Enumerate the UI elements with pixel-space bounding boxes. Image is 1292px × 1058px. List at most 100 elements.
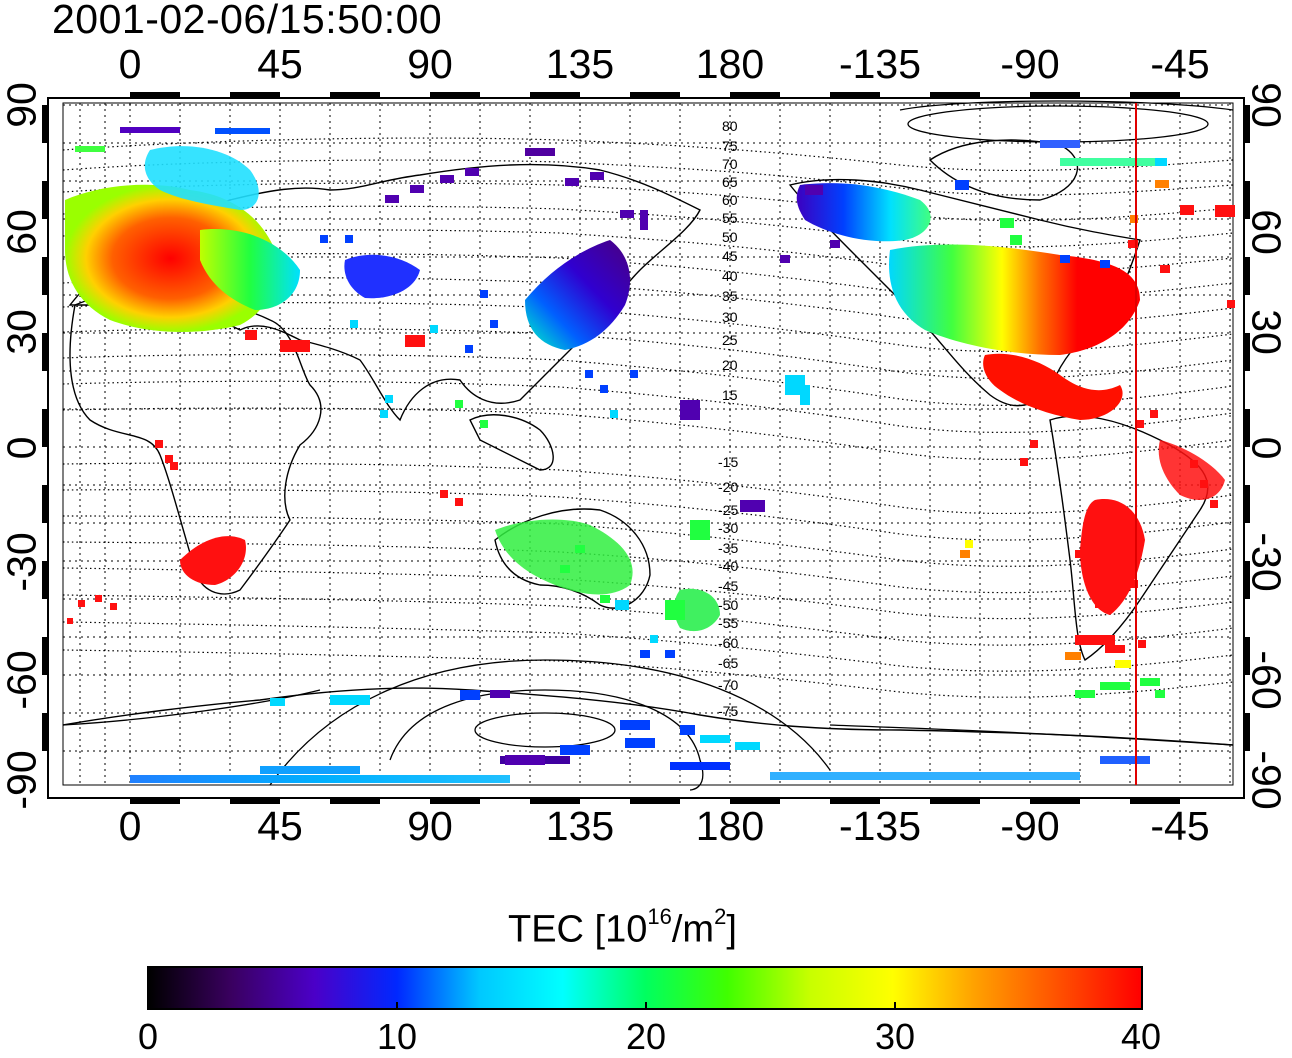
lon-tick-top: -45 bbox=[1150, 41, 1210, 87]
contour-label: -35 bbox=[718, 540, 738, 556]
lon-tick-top: 0 bbox=[118, 41, 142, 87]
contour-label: 20 bbox=[722, 357, 738, 373]
lon-tick-top: -90 bbox=[1000, 41, 1060, 87]
contour-label: -60 bbox=[718, 635, 738, 651]
colorbar-tick-mark bbox=[396, 1002, 398, 1010]
tec-arctic-4 bbox=[1040, 140, 1080, 148]
colorbar-title-text: TEC [10 bbox=[508, 908, 648, 951]
tec-map: 80 75 70 65 60 55 50 45 40 35 30 25 20 1… bbox=[42, 92, 1250, 804]
contour-label: 65 bbox=[722, 174, 738, 190]
plot-area-border bbox=[62, 102, 1234, 786]
maritime-asia-outline bbox=[469, 414, 554, 471]
contour-label: -55 bbox=[718, 615, 738, 631]
colorbar-title-unit: /m bbox=[671, 908, 715, 951]
contour-label: 70 bbox=[722, 156, 738, 172]
tec-southern-africa bbox=[180, 536, 246, 585]
tec-antarctica-east bbox=[770, 772, 1080, 780]
tec-observations bbox=[65, 127, 1235, 783]
lon-tick-bottom: -45 bbox=[1150, 803, 1210, 849]
tec-antarctica-west bbox=[130, 775, 510, 783]
tec-australia bbox=[495, 519, 633, 595]
contour-label: -15 bbox=[718, 454, 738, 470]
colorbar-title-exponent: 16 bbox=[647, 904, 672, 929]
map-timestamp: 2001-02-06/15:50:00 bbox=[52, 0, 443, 42]
contour-label: 60 bbox=[722, 192, 738, 208]
lon-tick-top: 180 bbox=[695, 41, 765, 87]
contour-label: 30 bbox=[722, 309, 738, 325]
contour-label: 80 bbox=[722, 118, 738, 134]
colorbar-title-exponent: 2 bbox=[714, 904, 727, 929]
tec-yellow-dots bbox=[965, 540, 1131, 668]
colorbar-title-end: ] bbox=[726, 908, 737, 951]
contour-label: -75 bbox=[718, 703, 738, 719]
tec-antarctica-coast bbox=[260, 766, 360, 774]
lon-tick-bottom: 135 bbox=[545, 803, 615, 849]
colorbar-tick-mark bbox=[645, 1002, 647, 1010]
greenland-arctic-outline bbox=[928, 139, 1079, 201]
contour-label: 25 bbox=[722, 332, 738, 348]
colorbar-tick-label: 20 bbox=[625, 1016, 667, 1057]
tec-brazil bbox=[1158, 440, 1225, 500]
contour-label: 75 bbox=[722, 138, 738, 154]
contour-label: -40 bbox=[718, 558, 738, 574]
lon-tick-bottom: -90 bbox=[1000, 803, 1060, 849]
lon-tick-bottom: 90 bbox=[407, 803, 453, 849]
colorbar-tick-label: 0 bbox=[137, 1016, 159, 1057]
tec-south-america bbox=[1080, 499, 1145, 615]
contour-label: 45 bbox=[722, 248, 738, 264]
colorbar-tick-label: 30 bbox=[874, 1016, 916, 1057]
tec-blue-dots bbox=[320, 180, 1110, 755]
lon-tick-top: -135 bbox=[838, 41, 922, 87]
lon-tick-bottom: -135 bbox=[838, 803, 922, 849]
tec-orange-dots bbox=[960, 180, 1169, 660]
contour-label: -50 bbox=[718, 597, 738, 613]
contour-label: 40 bbox=[722, 268, 738, 284]
tec-red-dots bbox=[67, 205, 1235, 653]
tec-arctic-5 bbox=[1060, 158, 1160, 166]
contour-label: -70 bbox=[718, 677, 738, 693]
lon-tick-bottom: 0 bbox=[118, 803, 142, 849]
tec-japan-china bbox=[525, 240, 630, 350]
contour-label: -25 bbox=[718, 502, 738, 518]
lon-tick-top: 90 bbox=[407, 41, 453, 87]
tec-central-asia bbox=[344, 254, 420, 299]
tec-cyan-dots bbox=[270, 158, 1167, 750]
tec-arctic-2 bbox=[215, 128, 270, 134]
tec-green-dots bbox=[455, 218, 1165, 698]
contour-label: 55 bbox=[722, 210, 738, 226]
eurasia-outline bbox=[68, 163, 701, 422]
tec-scandinavia bbox=[144, 146, 259, 210]
contour-label: 35 bbox=[722, 288, 738, 304]
contour-label: 50 bbox=[722, 229, 738, 245]
tec-eastern-europe bbox=[200, 229, 300, 310]
contour-label: -20 bbox=[718, 479, 738, 495]
lon-tick-bottom: 180 bbox=[695, 803, 765, 849]
lon-tick-top: 45 bbox=[257, 41, 303, 87]
tec-new-zealand bbox=[674, 588, 720, 632]
tec-europe bbox=[65, 184, 277, 332]
tec-caribbean bbox=[983, 353, 1123, 420]
colorbar-title: TEC [1016/m2] bbox=[508, 904, 737, 952]
tec-purple-dots bbox=[385, 168, 840, 765]
contour-label: -65 bbox=[718, 655, 738, 671]
colorbar-tick-label: 40 bbox=[1120, 1016, 1162, 1057]
tec-united-states bbox=[889, 244, 1140, 355]
colorbar-tick-mark bbox=[894, 1002, 896, 1010]
tec-arctic-6 bbox=[75, 146, 105, 152]
tec-arctic-3 bbox=[525, 148, 555, 156]
contour-label: -30 bbox=[718, 520, 738, 536]
coastlines bbox=[62, 139, 1234, 746]
tec-antarctica-peninsula bbox=[1100, 756, 1150, 764]
lon-tick-top: 135 bbox=[545, 41, 615, 87]
tec-antarctica-blue bbox=[670, 762, 730, 770]
contour-label: 15 bbox=[722, 387, 738, 403]
tec-canada bbox=[796, 183, 931, 242]
contour-label-group: 80 75 70 65 60 55 50 45 40 35 30 25 20 1… bbox=[718, 118, 738, 719]
antarctica-coast bbox=[62, 687, 1234, 746]
tec-colorbar bbox=[147, 966, 1143, 1010]
lon-tick-bottom: 45 bbox=[257, 803, 303, 849]
frame-tick-bars bbox=[42, 92, 1250, 804]
colorbar-tick-label: 10 bbox=[376, 1016, 418, 1057]
tec-arctic-1 bbox=[120, 127, 180, 133]
contour-label: -45 bbox=[718, 578, 738, 594]
